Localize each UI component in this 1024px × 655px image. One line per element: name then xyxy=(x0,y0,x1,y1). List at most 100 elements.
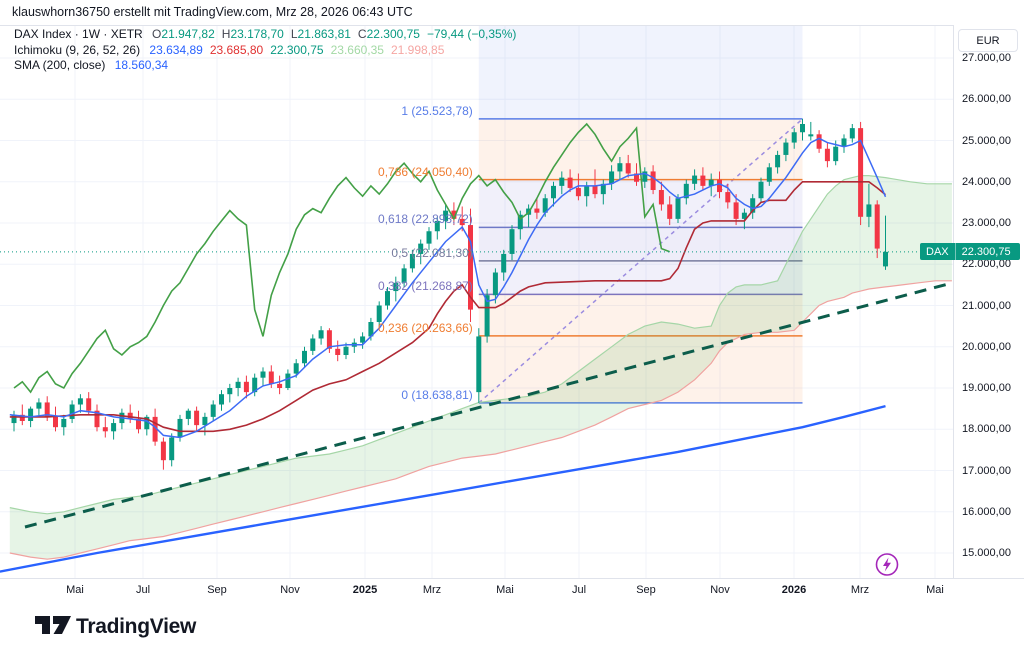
fib-band-top xyxy=(478,25,803,119)
candle-body xyxy=(144,416,150,430)
legend-row-symbol[interactable]: DAX Index · 1W · XETR O21.947,82 H23.178,… xyxy=(14,27,516,43)
close-label: C xyxy=(357,27,367,41)
plot-area[interactable] xyxy=(0,25,953,578)
time-axis-label: Mai xyxy=(926,584,944,596)
candle-body xyxy=(484,295,490,337)
candle-body xyxy=(600,183,606,195)
candle-body xyxy=(658,190,664,205)
candle-body xyxy=(393,282,399,292)
tenkan-line xyxy=(9,137,887,439)
tradingview-logo-icon[interactable] xyxy=(33,613,73,641)
candle-body xyxy=(310,338,316,351)
high-label: H xyxy=(221,27,231,41)
time-axis-label: Jul xyxy=(135,584,151,596)
fib-retracement[interactable] xyxy=(478,25,803,404)
open-value: 21.947,82 xyxy=(161,27,215,41)
last-price-badge: DAX 22.300,75 xyxy=(920,243,1020,261)
candle-body xyxy=(451,210,457,219)
candle-body xyxy=(575,187,581,197)
candle-body xyxy=(28,408,34,421)
fib-band xyxy=(478,335,803,403)
candle-body xyxy=(700,175,706,186)
candle-body xyxy=(775,154,781,168)
candle-body xyxy=(874,204,880,249)
candle-body xyxy=(418,243,424,254)
lightning-bolt-icon xyxy=(883,557,891,572)
senkou-b-line xyxy=(9,280,952,560)
candle-body xyxy=(434,220,440,232)
brand-name[interactable]: TradingView xyxy=(76,615,197,638)
badge-symbol: DAX xyxy=(926,245,949,258)
candle-body xyxy=(61,418,67,428)
candle-body xyxy=(534,208,540,213)
time-axis-label: Mai xyxy=(496,584,514,596)
candle-body xyxy=(476,336,482,393)
candle-body xyxy=(559,177,565,186)
legend: DAX Index · 1W · XETR O21.947,82 H23.178,… xyxy=(14,27,516,74)
time-axis-label: Nov xyxy=(710,584,730,596)
price-axis-label: 21.000,00 xyxy=(962,299,1011,312)
price-axis-label: 17.000,00 xyxy=(962,464,1011,477)
legend-row-sma[interactable]: SMA (200, close) 18.560,34 xyxy=(14,58,516,74)
candle-body xyxy=(866,204,872,217)
fib-band xyxy=(478,260,803,295)
candle-body xyxy=(501,253,507,273)
candle-body xyxy=(69,404,75,419)
candle-body xyxy=(758,181,764,199)
boost-circle xyxy=(875,553,899,576)
time-scale[interactable]: Mai Jul Sep Nov 2025 Mrz Mai Jul Sep Nov 2026 Mrz Ma… xyxy=(0,578,1024,603)
candle-body xyxy=(675,198,681,219)
price-axis-label: 20.000,00 xyxy=(962,340,1011,353)
candle-body xyxy=(816,134,822,149)
candle-body xyxy=(617,163,623,172)
candle-body xyxy=(202,416,208,426)
candle-body xyxy=(492,272,498,296)
time-axis-label: Sep xyxy=(207,584,227,596)
high-value: 23.178,70 xyxy=(230,27,284,41)
fib-level-label: 0,618 (22.893,72) xyxy=(378,212,473,227)
candle-body xyxy=(833,146,839,162)
candle-body xyxy=(219,394,224,405)
candle-body xyxy=(625,163,631,174)
candle-body xyxy=(252,377,258,393)
candle-body xyxy=(841,138,847,147)
price-scale[interactable]: 27.000,00 26.000,00 25.000,00 24.000,00 23.0… xyxy=(953,25,1024,600)
badge-price: 22.300,75 xyxy=(961,245,1011,258)
candle-body xyxy=(169,437,175,461)
ichimoku-value: 22.300,75 xyxy=(270,42,324,57)
time-axis-label: Nov xyxy=(280,584,300,596)
price-axis-label: 22.000,00 xyxy=(962,258,1011,271)
legend-row-ichimoku[interactable]: Ichimoku (9, 26, 52, 26) 23.634,89 23.685… xyxy=(14,43,516,59)
sma-200-line xyxy=(0,404,886,573)
candle-body xyxy=(368,322,374,337)
fib-level-label: 0,786 (24.050,40) xyxy=(378,164,473,179)
candles-series xyxy=(11,118,888,470)
candle-body xyxy=(468,225,473,310)
currency-button[interactable]: EUR xyxy=(958,29,1018,52)
price-axis-label: 26.000,00 xyxy=(962,93,1011,106)
candle-body xyxy=(409,253,415,269)
candle-body xyxy=(692,175,698,184)
candle-body xyxy=(401,268,407,283)
boost-icon[interactable] xyxy=(875,553,899,576)
candle-body xyxy=(800,124,805,133)
price-axis-label: 23.000,00 xyxy=(962,217,1011,229)
attribution-text: klauswhorn36750 erstellt mit TradingView… xyxy=(12,5,413,19)
candle-body xyxy=(683,183,689,199)
ichimoku-value: 23.634,89 xyxy=(149,42,203,57)
open-label: O xyxy=(152,27,162,41)
price-axis-label: 25.000,00 xyxy=(962,134,1011,147)
candle-body xyxy=(459,218,465,226)
candle-body xyxy=(102,427,108,432)
sma-title: SMA (200, close) xyxy=(14,58,106,72)
candle-body xyxy=(293,363,299,374)
candle-body xyxy=(335,348,341,355)
badge-divider xyxy=(954,243,956,261)
candle-body xyxy=(609,171,615,184)
candle-body xyxy=(268,371,274,384)
candle-body xyxy=(766,167,772,182)
low-label: L xyxy=(290,27,298,41)
price-axis-label: 15.000,00 xyxy=(962,547,1011,559)
candle-body xyxy=(210,404,216,417)
